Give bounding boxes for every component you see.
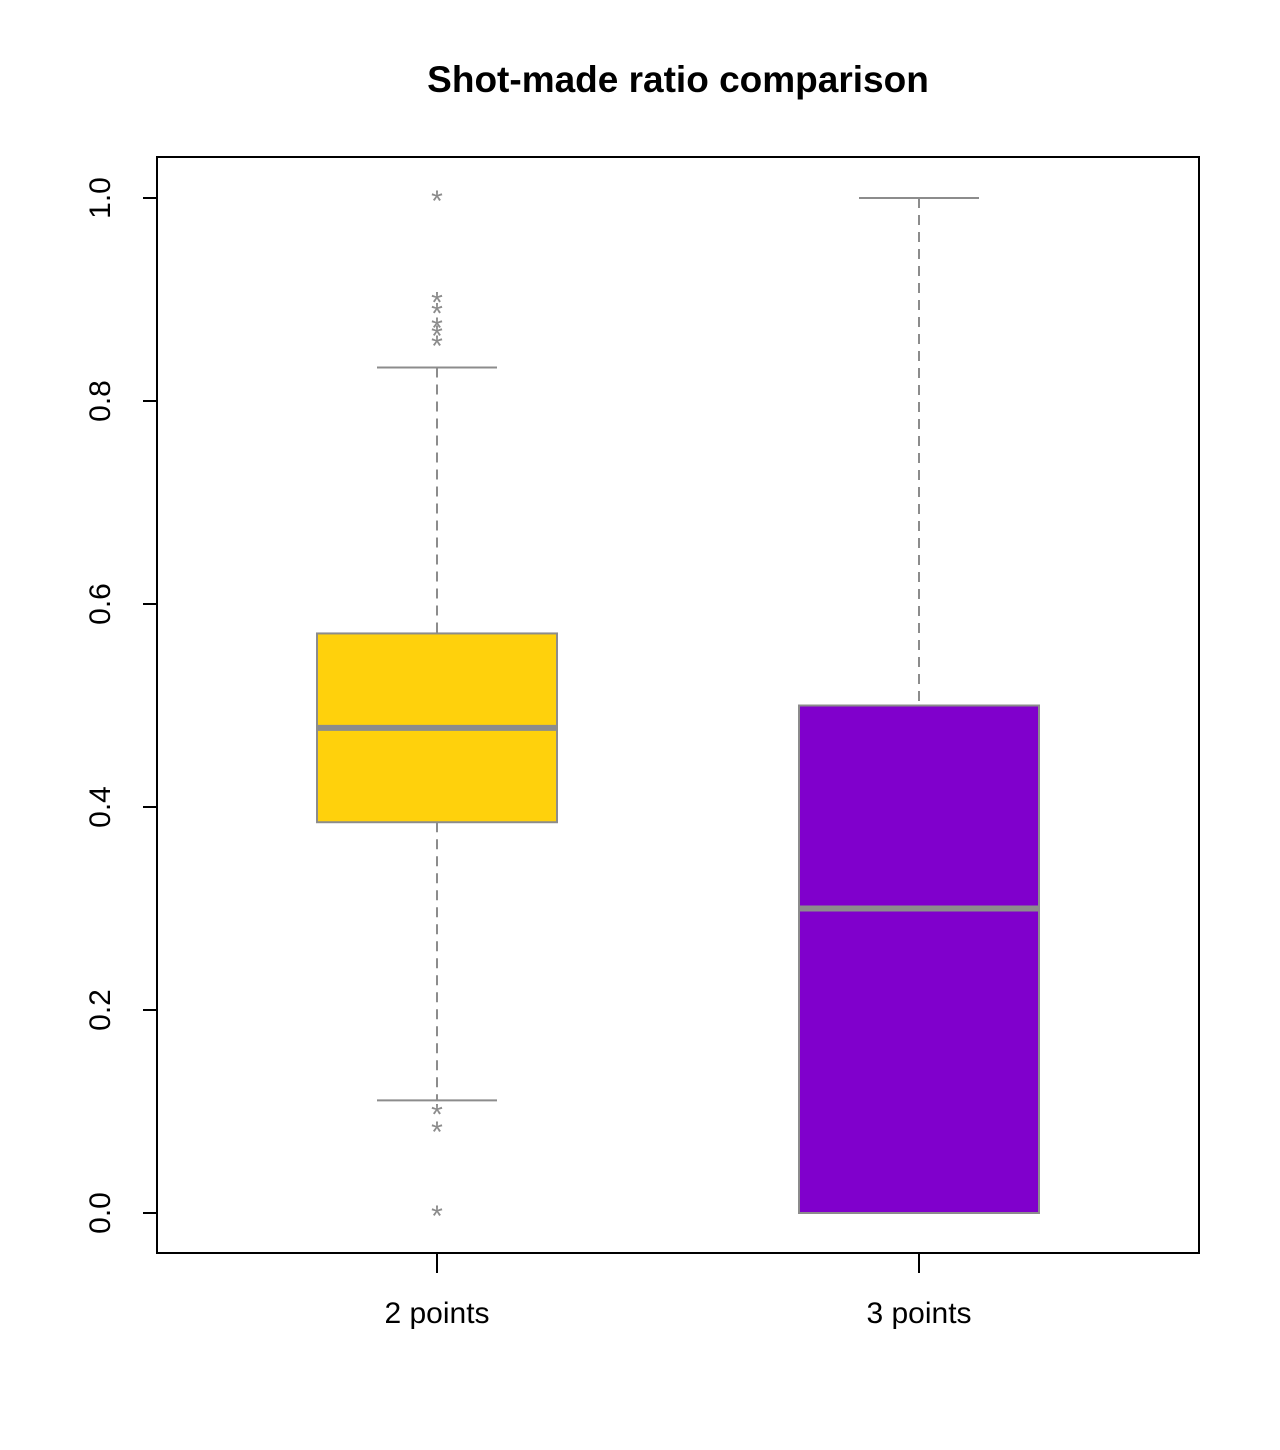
y-axis-tick-label: 1.0 (84, 177, 117, 219)
x-axis-tick-label: 3 points (866, 1297, 971, 1330)
outlier-point: * (431, 1116, 443, 1149)
y-axis-tick-label: 0.2 (84, 989, 117, 1031)
y-axis-tick-label: 0.8 (84, 380, 117, 422)
outlier-point: * (431, 298, 443, 331)
x-axis-tick-label: 2 points (384, 1297, 489, 1330)
outlier-point: * (431, 1099, 443, 1132)
outlier-point: * (431, 185, 443, 218)
outlier-point: * (431, 312, 443, 345)
chart-title: Shot-made ratio comparison (427, 59, 929, 100)
outlier-point: * (431, 1200, 443, 1233)
outlier-point: * (431, 330, 443, 363)
box-iqr (798, 704, 1040, 1214)
outlier-point: * (431, 287, 443, 320)
y-axis-tick-label: 0.4 (84, 786, 117, 828)
plot-frame (156, 156, 1200, 1254)
y-axis-tick-label: 0.6 (84, 583, 117, 625)
y-axis-tick-label: 0.0 (84, 1192, 117, 1234)
outlier-point: * (431, 320, 443, 353)
plot-area: 0.00.20.40.60.81.02 points 3 points******… (84, 156, 1200, 1330)
